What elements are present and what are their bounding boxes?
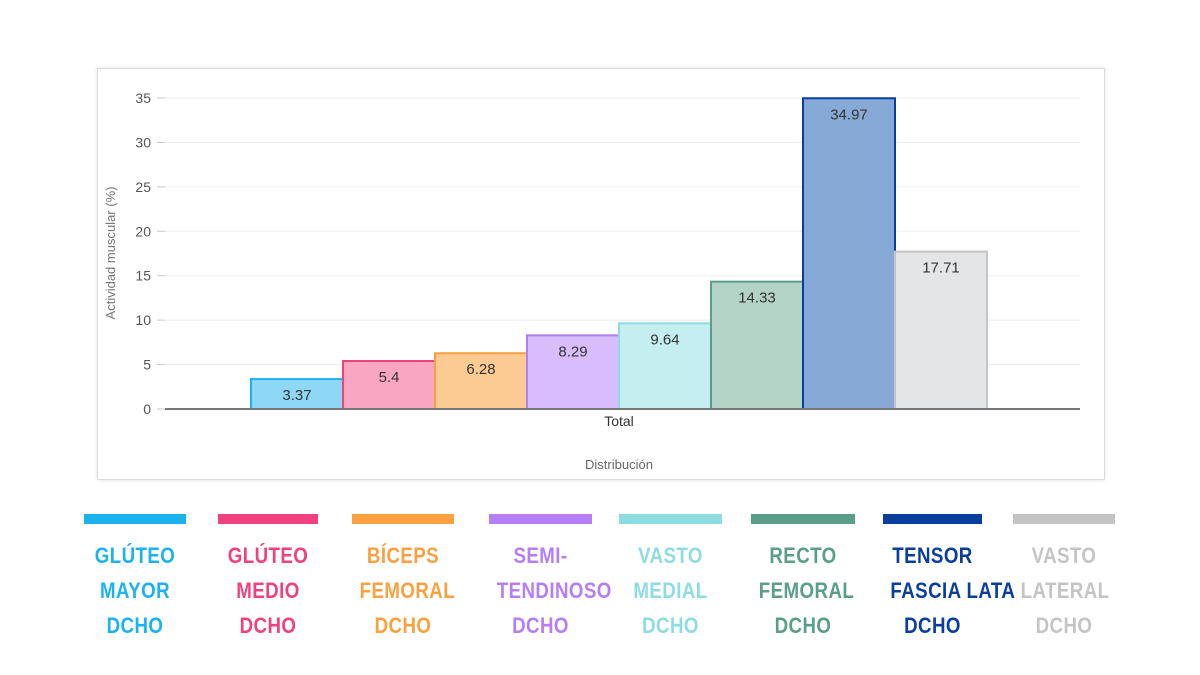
legend-swatch: [751, 514, 855, 524]
legend-swatch: [489, 514, 592, 524]
y-tick-label: 0: [143, 401, 151, 417]
legend-swatch: [84, 514, 186, 524]
legend-label-line: DCHO: [374, 613, 432, 638]
y-tick-label: 15: [135, 268, 151, 284]
y-tick-label: 10: [135, 312, 151, 328]
legend-label: VASTO LATERAL DCHO: [1020, 538, 1110, 643]
data-label: 34.97: [830, 106, 868, 123]
legend-label-line: VASTO: [638, 543, 703, 568]
bar-4: [526, 334, 620, 411]
legend-item: RECTO FEMORAL DCHO: [751, 514, 855, 643]
bar-3: [434, 352, 528, 411]
legend-label-line: VASTO: [1031, 543, 1097, 568]
data-label: 17.71: [922, 260, 960, 277]
legend-label: RECTO FEMORAL DCHO: [758, 538, 855, 643]
legend-label-line: MEDIO: [236, 578, 300, 603]
legend-swatch: [218, 514, 318, 524]
legend-swatch: [619, 514, 722, 524]
legend-label-line: SEMI-: [513, 543, 568, 568]
data-label: 9.64: [650, 331, 679, 348]
legend-item: VASTO MEDIAL DCHO: [619, 514, 722, 643]
legend-label-line: TENDINOSO: [496, 578, 612, 603]
legend-label-line: GLÚTEO: [94, 543, 176, 568]
legend-label-line: LATERAL: [1020, 578, 1110, 603]
y-axis-title: Actividad muscular (%): [103, 187, 118, 320]
bar-7: [802, 97, 896, 410]
legend-label-line: DCHO: [904, 613, 961, 638]
legend-label: GLÚTEO MEDIO DCHO: [226, 538, 311, 643]
legend-label: BÍCEPS FEMORAL DCHO: [359, 538, 456, 643]
data-label: 8.29: [558, 343, 587, 360]
x-axis-title: Distribución: [585, 457, 653, 472]
legend-item: SEMI- TENDINOSO DCHO: [489, 514, 612, 643]
legend-label-line: FEMORAL: [359, 578, 456, 603]
legend-item: GLÚTEO MAYOR DCHO: [84, 514, 186, 643]
y-tick-label: 30: [135, 134, 151, 150]
legend-label: TENSOR FASCIA LATA DCHO: [890, 538, 1016, 643]
legend-label-line: DCHO: [774, 613, 832, 638]
legend-item: VASTO LATERAL DCHO: [1013, 514, 1115, 643]
legend-swatch: [1013, 514, 1115, 524]
legend-swatch: [883, 514, 982, 524]
legend-label-line: DCHO: [106, 613, 164, 638]
legend-label-line: DCHO: [239, 613, 297, 638]
legend-swatch: [352, 514, 454, 524]
legend-label: VASTO MEDIAL DCHO: [627, 538, 715, 643]
bar-chart: 0 5 10 15 20 25 30 35 3.37 5.4 6.28 8.29 9.64 14.33 34…: [103, 90, 1080, 472]
legend-label: SEMI- TENDINOSO DCHO: [496, 538, 612, 643]
y-tick-label: 20: [135, 223, 151, 239]
legend: GLÚTEO MAYOR DCHO GLÚTEO MEDIO DCHO BÍCEPS FEMO…: [0, 514, 1200, 664]
legend-label-line: RECTO: [769, 543, 837, 568]
legend-label-line: DCHO: [642, 613, 699, 638]
legend-label-line: TENSOR: [892, 543, 973, 568]
legend-label-line: FEMORAL: [758, 578, 855, 603]
legend-item: GLÚTEO MEDIO DCHO: [218, 514, 318, 643]
y-tick-label: 25: [135, 179, 151, 195]
bar-1: [250, 378, 344, 411]
legend-label-line: DCHO: [1035, 613, 1093, 638]
legend-item: BÍCEPS FEMORAL DCHO: [352, 514, 456, 643]
legend-label-line: MEDIAL: [633, 578, 708, 603]
legend-label-line: MAYOR: [99, 578, 171, 603]
legend-label-line: FASCIA LATA: [890, 578, 1016, 603]
legend-item: TENSOR FASCIA LATA DCHO: [883, 514, 1016, 643]
y-tick-label: 35: [135, 90, 151, 106]
legend-label-line: GLÚTEO: [227, 543, 309, 568]
chart-panel: 0 5 10 15 20 25 30 35 3.37 5.4 6.28 8.29 9.64 14.33 34…: [97, 68, 1105, 480]
data-label: 3.37: [282, 387, 311, 404]
category-label: Total: [604, 413, 634, 429]
legend-label: GLÚTEO MAYOR DCHO: [92, 538, 179, 643]
legend-label-line: BÍCEPS: [366, 543, 440, 568]
data-label: 6.28: [466, 361, 495, 378]
data-label: 14.33: [738, 290, 776, 307]
y-tick-label: 5: [143, 357, 151, 373]
data-label: 5.4: [379, 369, 400, 386]
legend-label-line: DCHO: [512, 613, 569, 638]
